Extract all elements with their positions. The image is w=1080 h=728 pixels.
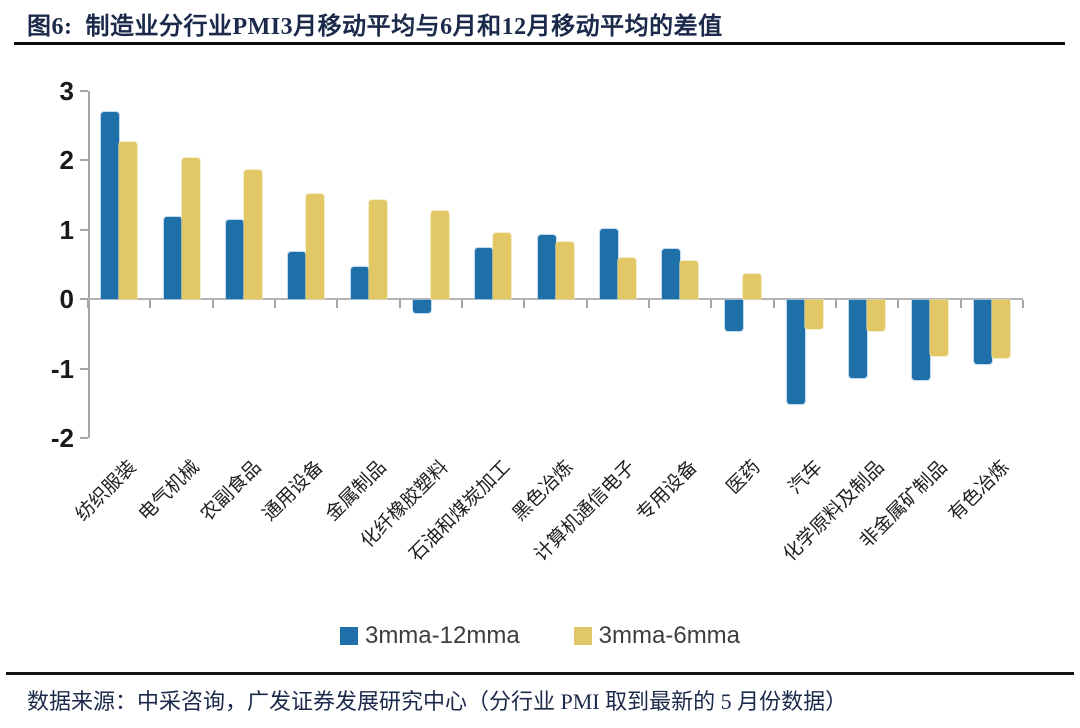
bar-3mma-12mma-医药 — [724, 300, 743, 332]
y-axis-tick — [80, 159, 88, 162]
x-axis-tick — [398, 300, 401, 309]
bar-3mma-6mma-金属制品 — [368, 199, 387, 300]
footer-divider — [6, 672, 1074, 675]
x-axis-tick — [1022, 300, 1024, 309]
x-axis-tick — [336, 300, 339, 309]
y-axis-tick-label: 1 — [59, 214, 74, 245]
x-axis-tick — [897, 300, 900, 309]
y-axis-tick-label: 0 — [59, 284, 74, 315]
x-axis-tick — [149, 300, 152, 309]
bar-3mma-12mma-石油和煤炭加工 — [475, 247, 494, 300]
legend-swatch-blue — [339, 627, 358, 645]
bar-3mma-6mma-石油和煤炭加工 — [493, 232, 512, 300]
bar-3mma-12mma-纺织服装 — [101, 111, 120, 300]
y-axis-tick-label: -1 — [50, 353, 74, 384]
x-axis-tick — [211, 300, 214, 309]
pmi-diff-bar-chart: 3 2 1 0 -1 -2 纺织服装 电气机械 农副食品 通用设备 金属制品 化纤橡胶塑料 石油和煤炭加… — [50, 76, 1024, 566]
bar-3mma-6mma-电气机械 — [181, 157, 200, 300]
legend-label-3mma-12mma: 3mma-12mma — [364, 622, 520, 649]
y-axis-line — [88, 91, 90, 438]
bar-3mma-12mma-黑色冶炼 — [537, 234, 556, 300]
x-axis-tick — [585, 300, 588, 309]
y-axis-tick — [80, 90, 88, 92]
bar-3mma-12mma-化学原料及制品 — [849, 300, 868, 378]
bar-3mma-6mma-化学原料及制品 — [867, 300, 886, 332]
bar-3mma-12mma-非金属矿制品 — [911, 300, 930, 380]
bar-3mma-6mma-纺织服装 — [119, 141, 138, 300]
x-axis-tick — [772, 300, 775, 309]
bar-3mma-6mma-汽车 — [804, 300, 823, 330]
bar-3mma-6mma-医药 — [742, 273, 761, 300]
bar-3mma-12mma-专用设备 — [662, 249, 681, 300]
y-axis-tick — [80, 228, 88, 231]
bar-3mma-12mma-金属制品 — [350, 267, 369, 300]
x-axis-tick — [87, 300, 89, 309]
x-axis-tick — [710, 300, 713, 309]
bar-3mma-6mma-黑色冶炼 — [555, 241, 574, 300]
data-source-note: 数据来源：中采咨询，广发证券发展研究中心（分行业 PMI 取到最新的 5 月份数… — [27, 689, 848, 714]
y-axis-tick-label: 2 — [59, 145, 74, 176]
y-axis-tick — [80, 298, 88, 301]
bar-3mma-12mma-计算机通信电子 — [599, 229, 618, 300]
bar-3mma-6mma-农副食品 — [243, 170, 262, 300]
bar-3mma-12mma-化纤橡胶塑料 — [412, 300, 431, 313]
bar-3mma-12mma-汽车 — [786, 300, 805, 405]
legend-item-3mma-6mma: 3mma-6mma — [573, 622, 741, 650]
legend-item-3mma-12mma: 3mma-12mma — [339, 622, 520, 650]
bar-3mma-12mma-农副食品 — [225, 220, 244, 300]
legend-label-3mma-6mma: 3mma-6mma — [598, 622, 741, 649]
y-axis-tick — [80, 437, 88, 439]
x-axis-tick — [523, 300, 526, 309]
bar-3mma-6mma-非金属矿制品 — [929, 300, 948, 356]
x-axis-tick — [648, 300, 650, 309]
x-axis-zero-line — [88, 298, 1023, 301]
bar-3mma-6mma-专用设备 — [680, 261, 699, 300]
x-axis-tick — [461, 300, 463, 309]
y-axis-tick-label: 3 — [59, 76, 74, 106]
bar-3mma-12mma-电气机械 — [163, 216, 182, 300]
x-axis-tick — [274, 300, 276, 309]
x-axis-tick — [959, 300, 962, 309]
figure-title: 图6: 制造业分行业PMI3月移动平均与6月和12月移动平均的差值 — [27, 14, 723, 40]
bar-3mma-6mma-有色冶炼 — [991, 300, 1010, 359]
legend-swatch-yellow — [573, 627, 592, 645]
chart-legend: 3mma-12mma 3mma-6mma — [0, 622, 1080, 650]
y-axis-tick — [80, 367, 88, 370]
bar-3mma-6mma-计算机通信电子 — [617, 257, 636, 300]
bar-3mma-12mma-有色冶炼 — [973, 300, 992, 365]
title-divider — [14, 42, 1065, 45]
x-axis-tick — [835, 300, 837, 309]
bar-3mma-6mma-化纤橡胶塑料 — [430, 211, 449, 300]
bar-3mma-12mma-通用设备 — [288, 252, 307, 300]
y-axis-tick-label: -2 — [50, 423, 74, 453]
bar-3mma-6mma-通用设备 — [306, 193, 325, 300]
